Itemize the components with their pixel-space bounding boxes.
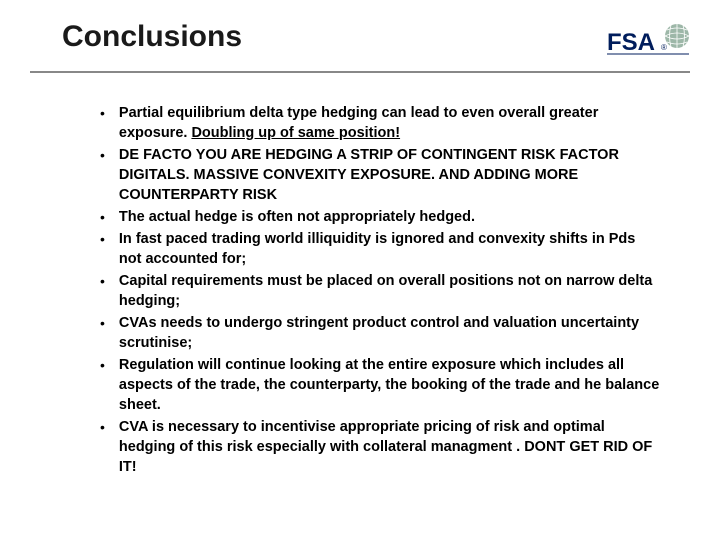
bullet-marker: • <box>100 417 105 437</box>
bullet-marker: • <box>100 145 105 165</box>
bullet-item: • Partial equilibrium delta type hedging … <box>100 103 660 143</box>
bullet-pre: In fast paced trading world illiquidity … <box>119 231 635 267</box>
bullet-item: • CVA is necessary to incentivise appropr… <box>100 417 660 477</box>
bullet-text: DE FACTO YOU ARE HEDGING A STRIP OF CONT… <box>119 145 660 205</box>
bullet-underline: Doubling up of same position! <box>191 125 400 141</box>
header-row: Conclusions FSA ® <box>0 0 720 63</box>
fsa-logo: FSA ® <box>605 12 695 63</box>
bullet-item: • In fast paced trading world illiquidity… <box>100 229 660 269</box>
bullet-pre: CVA is necessary to incentivise appropri… <box>119 419 652 475</box>
bullet-marker: • <box>100 207 105 227</box>
bullet-text: The actual hedge is often not appropriat… <box>119 207 475 227</box>
bullet-item: • The actual hedge is often not appropria… <box>100 207 660 227</box>
bullet-item: • Regulation will continue looking at the… <box>100 355 660 415</box>
bullet-pre: CVAs needs to undergo stringent product … <box>119 315 639 351</box>
bullet-marker: • <box>100 313 105 333</box>
bullet-text: In fast paced trading world illiquidity … <box>119 229 660 269</box>
bullet-text: CVAs needs to undergo stringent product … <box>119 313 660 353</box>
bullet-text: Partial equilibrium delta type hedging c… <box>119 103 660 143</box>
bullet-text: Capital requirements must be placed on o… <box>119 271 660 311</box>
bullet-pre: Capital requirements must be placed on o… <box>119 273 652 309</box>
bullet-pre: DE FACTO YOU ARE HEDGING A STRIP OF CONT… <box>119 147 619 203</box>
bullet-item: • Capital requirements must be placed on … <box>100 271 660 311</box>
slide-title: Conclusions <box>62 20 242 54</box>
bullet-marker: • <box>100 355 105 375</box>
bullet-list: • Partial equilibrium delta type hedging … <box>0 73 720 477</box>
bullet-item: • CVAs needs to undergo stringent product… <box>100 313 660 353</box>
bullet-text: CVA is necessary to incentivise appropri… <box>119 417 660 477</box>
svg-text:®: ® <box>661 43 667 52</box>
bullet-item: • DE FACTO YOU ARE HEDGING A STRIP OF CON… <box>100 145 660 205</box>
slide-container: { "title": "Conclusions", "logo": { "tex… <box>0 0 720 540</box>
bullet-text: Regulation will continue looking at the … <box>119 355 660 415</box>
bullet-pre: Regulation will continue looking at the … <box>119 357 659 413</box>
bullet-marker: • <box>100 271 105 291</box>
bullet-marker: • <box>100 229 105 249</box>
bullet-pre: The actual hedge is often not appropriat… <box>119 209 475 225</box>
logo-text: FSA <box>607 29 655 56</box>
bullet-marker: • <box>100 103 105 123</box>
